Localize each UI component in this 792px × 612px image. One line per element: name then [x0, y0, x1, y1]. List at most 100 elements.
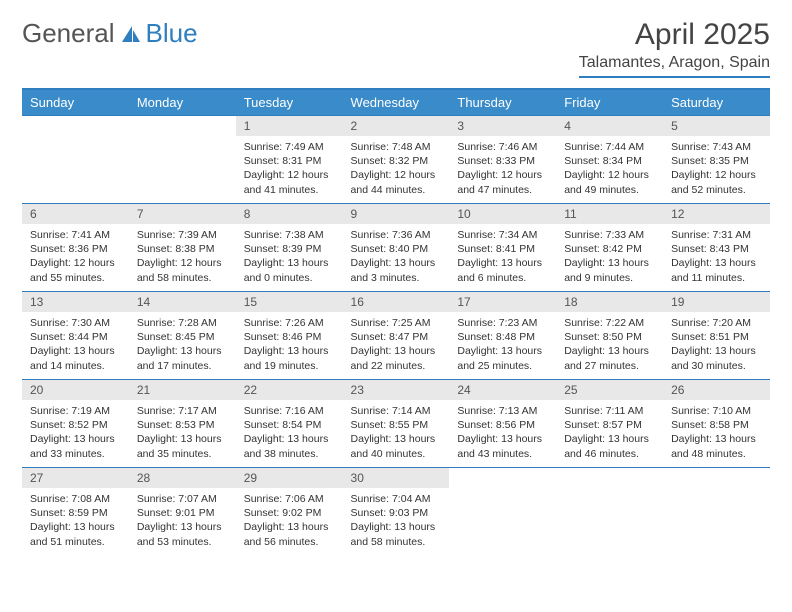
- day-body: Sunrise: 7:48 AMSunset: 8:32 PMDaylight:…: [343, 136, 450, 203]
- daylight-line: Daylight: 13 hours and 30 minutes.: [671, 344, 762, 372]
- day-number: 19: [663, 292, 770, 312]
- logo-text-2: Blue: [146, 18, 198, 49]
- sunrise-line: Sunrise: 7:13 AM: [457, 404, 548, 418]
- daylight-line: Daylight: 13 hours and 51 minutes.: [30, 520, 121, 548]
- daylight-line: Daylight: 13 hours and 43 minutes.: [457, 432, 548, 460]
- day-number: 24: [449, 380, 556, 400]
- day-number: 16: [343, 292, 450, 312]
- sunrise-line: Sunrise: 7:26 AM: [244, 316, 335, 330]
- page-title: April 2025: [579, 18, 770, 52]
- day-number: 8: [236, 204, 343, 224]
- day-body: Sunrise: 7:19 AMSunset: 8:52 PMDaylight:…: [22, 400, 129, 467]
- sunrise-line: Sunrise: 7:23 AM: [457, 316, 548, 330]
- sunset-line: Sunset: 8:50 PM: [564, 330, 655, 344]
- daylight-line: Daylight: 13 hours and 19 minutes.: [244, 344, 335, 372]
- day-cell: 9Sunrise: 7:36 AMSunset: 8:40 PMDaylight…: [343, 204, 450, 292]
- sunrise-line: Sunrise: 7:43 AM: [671, 140, 762, 154]
- sunrise-line: Sunrise: 7:39 AM: [137, 228, 228, 242]
- sunset-line: Sunset: 8:56 PM: [457, 418, 548, 432]
- day-number: 17: [449, 292, 556, 312]
- day-number: 9: [343, 204, 450, 224]
- sunrise-line: Sunrise: 7:16 AM: [244, 404, 335, 418]
- day-body: Sunrise: 7:41 AMSunset: 8:36 PMDaylight:…: [22, 224, 129, 291]
- day-cell: 26Sunrise: 7:10 AMSunset: 8:58 PMDayligh…: [663, 380, 770, 468]
- daylight-line: Daylight: 12 hours and 49 minutes.: [564, 168, 655, 196]
- daylight-line: Daylight: 13 hours and 9 minutes.: [564, 256, 655, 284]
- sunset-line: Sunset: 8:42 PM: [564, 242, 655, 256]
- calendar-wrap: SundayMondayTuesdayWednesdayThursdayFrid…: [22, 88, 770, 556]
- day-body: Sunrise: 7:14 AMSunset: 8:55 PMDaylight:…: [343, 400, 450, 467]
- sunrise-line: Sunrise: 7:11 AM: [564, 404, 655, 418]
- day-cell: 8Sunrise: 7:38 AMSunset: 8:39 PMDaylight…: [236, 204, 343, 292]
- header: General Blue April 2025 Talamantes, Arag…: [22, 18, 770, 78]
- title-block: April 2025 Talamantes, Aragon, Spain: [579, 18, 770, 78]
- daylight-line: Daylight: 13 hours and 56 minutes.: [244, 520, 335, 548]
- day-number: 21: [129, 380, 236, 400]
- day-body: Sunrise: 7:34 AMSunset: 8:41 PMDaylight:…: [449, 224, 556, 291]
- dow-header: Monday: [129, 90, 236, 116]
- day-body: Sunrise: 7:20 AMSunset: 8:51 PMDaylight:…: [663, 312, 770, 379]
- sunrise-line: Sunrise: 7:31 AM: [671, 228, 762, 242]
- day-body: Sunrise: 7:46 AMSunset: 8:33 PMDaylight:…: [449, 136, 556, 203]
- day-body: Sunrise: 7:13 AMSunset: 8:56 PMDaylight:…: [449, 400, 556, 467]
- location: Talamantes, Aragon, Spain: [579, 54, 770, 78]
- day-cell: 27Sunrise: 7:08 AMSunset: 8:59 PMDayligh…: [22, 468, 129, 556]
- sunrise-line: Sunrise: 7:10 AM: [671, 404, 762, 418]
- day-cell: 20Sunrise: 7:19 AMSunset: 8:52 PMDayligh…: [22, 380, 129, 468]
- sunrise-line: Sunrise: 7:44 AM: [564, 140, 655, 154]
- day-number: 15: [236, 292, 343, 312]
- empty-cell: [556, 468, 663, 556]
- day-body: Sunrise: 7:23 AMSunset: 8:48 PMDaylight:…: [449, 312, 556, 379]
- day-body: Sunrise: 7:30 AMSunset: 8:44 PMDaylight:…: [22, 312, 129, 379]
- daylight-line: Daylight: 13 hours and 27 minutes.: [564, 344, 655, 372]
- week-row: 20Sunrise: 7:19 AMSunset: 8:52 PMDayligh…: [22, 380, 770, 468]
- day-number: 4: [556, 116, 663, 136]
- week-row: 13Sunrise: 7:30 AMSunset: 8:44 PMDayligh…: [22, 292, 770, 380]
- sunset-line: Sunset: 8:36 PM: [30, 242, 121, 256]
- day-cell: 11Sunrise: 7:33 AMSunset: 8:42 PMDayligh…: [556, 204, 663, 292]
- sunrise-line: Sunrise: 7:30 AM: [30, 316, 121, 330]
- daylight-line: Daylight: 13 hours and 35 minutes.: [137, 432, 228, 460]
- day-cell: 17Sunrise: 7:23 AMSunset: 8:48 PMDayligh…: [449, 292, 556, 380]
- daylight-line: Daylight: 13 hours and 58 minutes.: [351, 520, 442, 548]
- sunset-line: Sunset: 9:01 PM: [137, 506, 228, 520]
- sunrise-line: Sunrise: 7:28 AM: [137, 316, 228, 330]
- sunrise-line: Sunrise: 7:14 AM: [351, 404, 442, 418]
- day-cell: 7Sunrise: 7:39 AMSunset: 8:38 PMDaylight…: [129, 204, 236, 292]
- sunset-line: Sunset: 8:55 PM: [351, 418, 442, 432]
- sunrise-line: Sunrise: 7:41 AM: [30, 228, 121, 242]
- sunset-line: Sunset: 8:39 PM: [244, 242, 335, 256]
- sunrise-line: Sunrise: 7:49 AM: [244, 140, 335, 154]
- dow-header: Thursday: [449, 90, 556, 116]
- day-cell: 30Sunrise: 7:04 AMSunset: 9:03 PMDayligh…: [343, 468, 450, 556]
- daylight-line: Daylight: 13 hours and 14 minutes.: [30, 344, 121, 372]
- sunrise-line: Sunrise: 7:20 AM: [671, 316, 762, 330]
- day-cell: 28Sunrise: 7:07 AMSunset: 9:01 PMDayligh…: [129, 468, 236, 556]
- sunset-line: Sunset: 8:38 PM: [137, 242, 228, 256]
- dow-header: Friday: [556, 90, 663, 116]
- daylight-line: Daylight: 13 hours and 3 minutes.: [351, 256, 442, 284]
- calendar-table: SundayMondayTuesdayWednesdayThursdayFrid…: [22, 90, 770, 556]
- day-number: 3: [449, 116, 556, 136]
- week-row: 27Sunrise: 7:08 AMSunset: 8:59 PMDayligh…: [22, 468, 770, 556]
- day-number: 7: [129, 204, 236, 224]
- daylight-line: Daylight: 13 hours and 40 minutes.: [351, 432, 442, 460]
- day-body: Sunrise: 7:16 AMSunset: 8:54 PMDaylight:…: [236, 400, 343, 467]
- logo: General Blue: [22, 18, 198, 49]
- sunset-line: Sunset: 8:52 PM: [30, 418, 121, 432]
- day-number: 6: [22, 204, 129, 224]
- day-number: 29: [236, 468, 343, 488]
- sunset-line: Sunset: 9:03 PM: [351, 506, 442, 520]
- logo-text-1: General: [22, 18, 115, 49]
- sunset-line: Sunset: 8:58 PM: [671, 418, 762, 432]
- day-number: 30: [343, 468, 450, 488]
- day-number: 5: [663, 116, 770, 136]
- day-body: Sunrise: 7:17 AMSunset: 8:53 PMDaylight:…: [129, 400, 236, 467]
- sunset-line: Sunset: 8:44 PM: [30, 330, 121, 344]
- day-cell: 10Sunrise: 7:34 AMSunset: 8:41 PMDayligh…: [449, 204, 556, 292]
- daylight-line: Daylight: 13 hours and 11 minutes.: [671, 256, 762, 284]
- day-number: 25: [556, 380, 663, 400]
- daylight-line: Daylight: 12 hours and 41 minutes.: [244, 168, 335, 196]
- dow-header: Saturday: [663, 90, 770, 116]
- day-number: 2: [343, 116, 450, 136]
